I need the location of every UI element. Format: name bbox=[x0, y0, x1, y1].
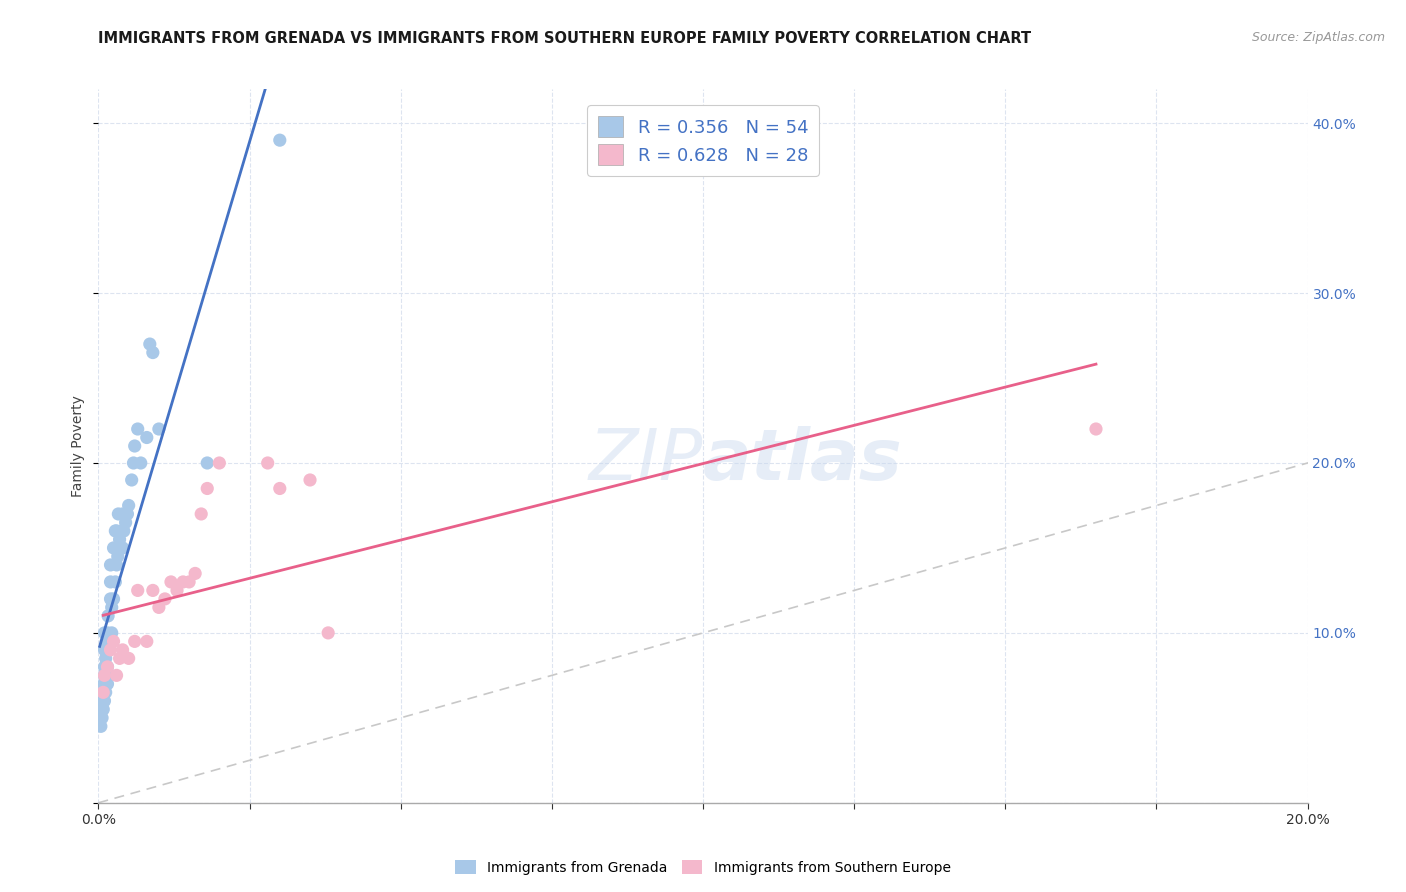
Point bbox=[195, 482, 218, 496]
Point bbox=[148, 422, 170, 436]
Point bbox=[117, 507, 139, 521]
Point bbox=[256, 456, 278, 470]
Text: Source: ZipAtlas.com: Source: ZipAtlas.com bbox=[1251, 31, 1385, 45]
Point bbox=[129, 456, 152, 470]
Point bbox=[104, 524, 127, 538]
Point bbox=[179, 574, 201, 589]
Point bbox=[108, 651, 131, 665]
Point bbox=[100, 626, 122, 640]
Point bbox=[98, 643, 121, 657]
Point bbox=[91, 711, 114, 725]
Point bbox=[118, 499, 141, 513]
Point bbox=[105, 668, 128, 682]
Point bbox=[299, 473, 322, 487]
Point bbox=[195, 456, 218, 470]
Point bbox=[1085, 422, 1108, 436]
Point bbox=[127, 583, 149, 598]
Point bbox=[121, 473, 143, 487]
Text: ZIP: ZIP bbox=[589, 425, 703, 495]
Point bbox=[89, 711, 111, 725]
Point bbox=[100, 600, 122, 615]
Point bbox=[100, 558, 122, 572]
Point bbox=[127, 422, 149, 436]
Point bbox=[166, 583, 188, 598]
Text: IMMIGRANTS FROM GRENADA VS IMMIGRANTS FROM SOUTHERN EUROPE FAMILY POVERTY CORREL: IMMIGRANTS FROM GRENADA VS IMMIGRANTS FR… bbox=[98, 31, 1032, 46]
Point bbox=[316, 626, 339, 640]
Point bbox=[91, 685, 114, 699]
Point bbox=[96, 660, 118, 674]
Point bbox=[208, 456, 231, 470]
Point bbox=[139, 337, 162, 351]
Point bbox=[105, 524, 128, 538]
Point bbox=[124, 439, 146, 453]
Point bbox=[96, 626, 118, 640]
Point bbox=[269, 133, 291, 147]
Point bbox=[93, 668, 115, 682]
Point bbox=[96, 634, 118, 648]
Point bbox=[103, 541, 125, 555]
Point bbox=[142, 583, 165, 598]
Point bbox=[112, 524, 135, 538]
Point bbox=[94, 651, 117, 665]
Point bbox=[91, 702, 114, 716]
Point bbox=[135, 430, 157, 444]
Point bbox=[100, 591, 122, 606]
Point bbox=[93, 643, 115, 657]
Point bbox=[90, 719, 112, 733]
Point bbox=[110, 524, 132, 538]
Point bbox=[107, 549, 129, 564]
Point bbox=[100, 643, 122, 657]
Point bbox=[98, 668, 121, 682]
Point bbox=[93, 660, 115, 674]
Point bbox=[160, 574, 183, 589]
Point bbox=[172, 574, 194, 589]
Point bbox=[269, 482, 291, 496]
Point bbox=[93, 668, 115, 682]
Point bbox=[104, 574, 127, 589]
Point bbox=[97, 608, 120, 623]
Point bbox=[90, 694, 112, 708]
Point bbox=[105, 558, 128, 572]
Text: atlas: atlas bbox=[703, 425, 903, 495]
Point bbox=[122, 456, 145, 470]
Point bbox=[108, 533, 131, 547]
Y-axis label: Family Poverty: Family Poverty bbox=[72, 395, 86, 497]
Point bbox=[93, 677, 115, 691]
Point bbox=[190, 507, 212, 521]
Point bbox=[91, 685, 114, 699]
Point bbox=[103, 634, 125, 648]
Point bbox=[124, 634, 146, 648]
Legend: Immigrants from Grenada, Immigrants from Southern Europe: Immigrants from Grenada, Immigrants from… bbox=[450, 855, 956, 880]
Legend: R = 0.356   N = 54, R = 0.628   N = 28: R = 0.356 N = 54, R = 0.628 N = 28 bbox=[586, 105, 820, 176]
Point bbox=[94, 685, 117, 699]
Point bbox=[118, 651, 141, 665]
Point bbox=[111, 507, 134, 521]
Point bbox=[107, 507, 129, 521]
Point bbox=[135, 634, 157, 648]
Point bbox=[111, 541, 134, 555]
Point bbox=[153, 591, 176, 606]
Point bbox=[103, 591, 125, 606]
Point bbox=[148, 600, 170, 615]
Point bbox=[96, 660, 118, 674]
Point bbox=[93, 626, 115, 640]
Point bbox=[100, 574, 122, 589]
Point bbox=[89, 702, 111, 716]
Point bbox=[93, 694, 115, 708]
Point bbox=[114, 516, 136, 530]
Point bbox=[184, 566, 207, 581]
Point bbox=[142, 345, 165, 359]
Point bbox=[111, 643, 134, 657]
Point bbox=[96, 677, 118, 691]
